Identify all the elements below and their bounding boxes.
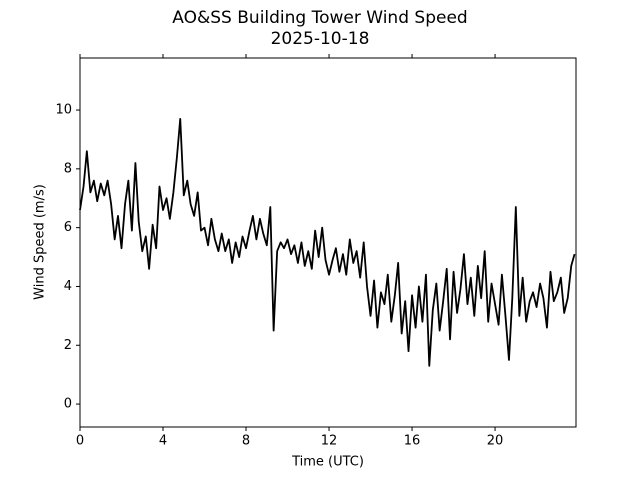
x-tick-label: 4 bbox=[159, 434, 167, 449]
x-tick-label: 0 bbox=[76, 434, 84, 449]
y-tick-label: 2 bbox=[64, 338, 72, 353]
chart-title: AO&SS Building Tower Wind Speed bbox=[172, 8, 467, 28]
y-tick-label: 4 bbox=[64, 279, 72, 294]
chart-subtitle: 2025-10-18 bbox=[271, 29, 370, 49]
y-tick-label: 0 bbox=[64, 397, 72, 412]
data-line bbox=[79, 117, 576, 367]
x-tick-label: 16 bbox=[404, 434, 421, 449]
x-tick-label: 8 bbox=[242, 434, 250, 449]
plot-frame bbox=[79, 57, 577, 428]
y-axis-label: Wind Speed (m/s) bbox=[33, 184, 48, 300]
x-axis-label: Time (UTC) bbox=[291, 455, 364, 470]
y-tick-label: 6 bbox=[64, 220, 72, 235]
x-tick-label: 20 bbox=[487, 434, 504, 449]
x-tick-label: 12 bbox=[321, 434, 338, 449]
y-tick-label: 8 bbox=[64, 161, 72, 176]
y-tick-label: 10 bbox=[55, 103, 72, 118]
